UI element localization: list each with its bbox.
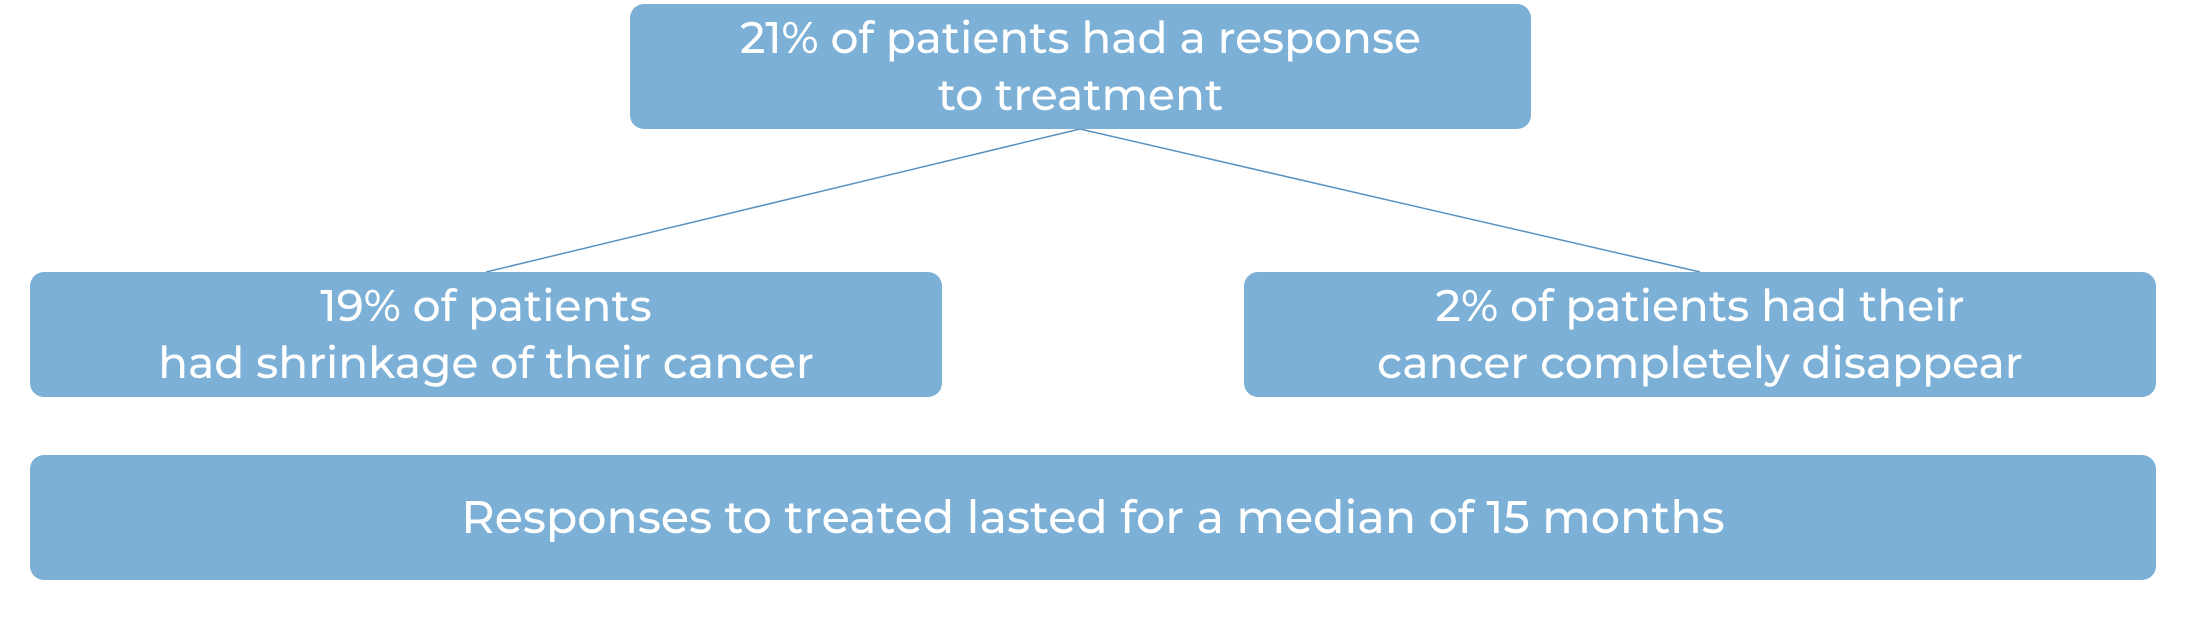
root-node: 21% of patients had a responseto treatme… <box>630 4 1531 129</box>
right-child-node: 2% of patients had theircancer completel… <box>1244 272 2156 397</box>
edge-root-left <box>486 129 1080 272</box>
right-child-text: 2% of patients had theircancer completel… <box>1377 278 2023 391</box>
footer-text: Responses to treated lasted for a median… <box>461 488 1724 547</box>
footer-node: Responses to treated lasted for a median… <box>30 455 2156 580</box>
edge-root-right <box>1080 129 1700 272</box>
root-node-text: 21% of patients had a responseto treatme… <box>740 10 1421 123</box>
left-child-node: 19% of patientshad shrinkage of their ca… <box>30 272 942 397</box>
diagram-canvas: 21% of patients had a responseto treatme… <box>0 0 2186 632</box>
left-child-text: 19% of patientshad shrinkage of their ca… <box>158 278 814 391</box>
